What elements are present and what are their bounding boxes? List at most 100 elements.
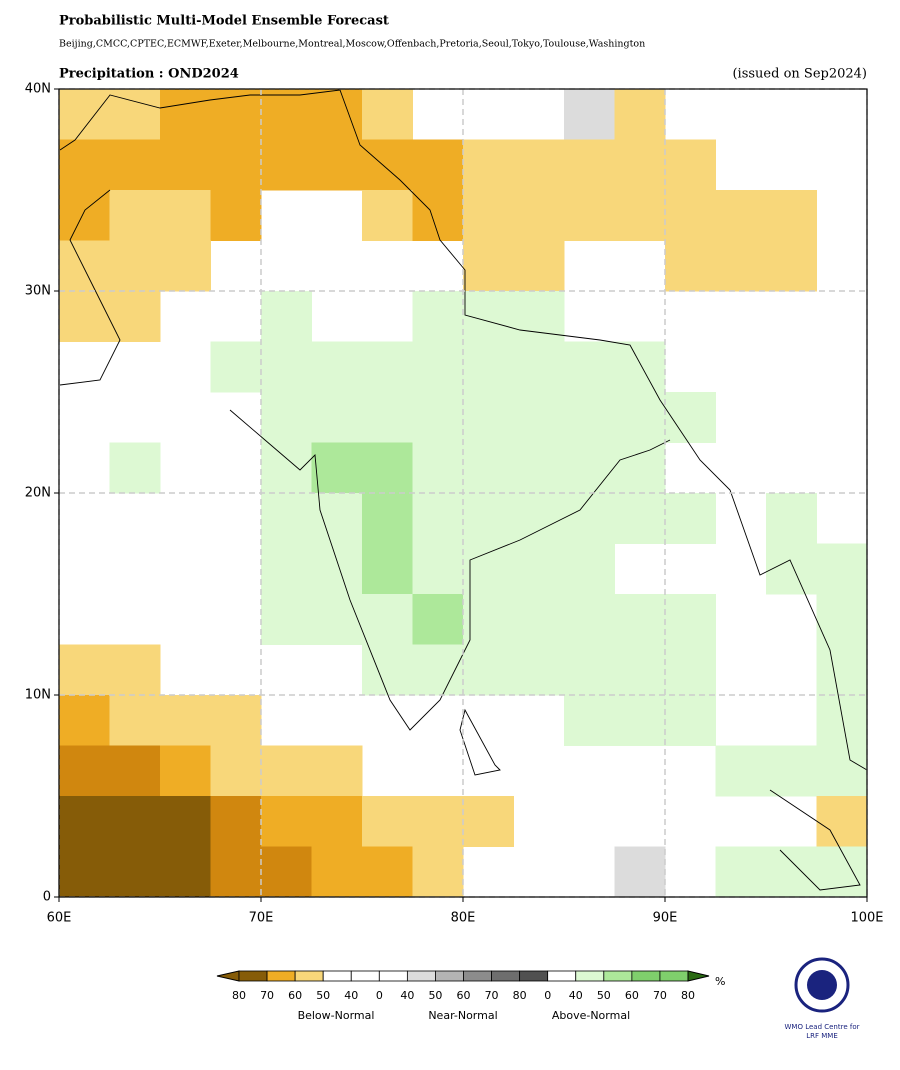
forecast-cell xyxy=(412,796,464,847)
forecast-cell xyxy=(109,796,161,847)
forecast-cell xyxy=(261,745,312,797)
forecast-cell xyxy=(59,291,110,342)
forecast-cell xyxy=(160,695,211,746)
forecast-cell xyxy=(513,291,565,342)
colorbar-label: 70 xyxy=(485,989,499,1002)
forecast-cell xyxy=(614,341,666,393)
forecast-cell xyxy=(109,240,161,292)
colorbar-label: 60 xyxy=(288,989,302,1002)
forecast-cell xyxy=(59,89,110,140)
forecast-cell xyxy=(261,291,312,342)
lat-label: 20N xyxy=(25,486,51,501)
colorbar-label: 50 xyxy=(316,989,330,1002)
forecast-cell xyxy=(311,139,363,191)
forecast-cell xyxy=(412,341,464,393)
forecast-cell xyxy=(160,796,211,847)
lat-label: 40N xyxy=(25,82,51,97)
forecast-cell xyxy=(59,695,110,746)
forecast-cell xyxy=(311,796,363,847)
lon-label: 70E xyxy=(249,911,274,926)
forecast-cell xyxy=(614,644,666,696)
colorbar-box xyxy=(603,970,633,982)
forecast-cell xyxy=(311,89,363,140)
forecast-cell xyxy=(109,695,161,746)
colorbar-box xyxy=(406,970,436,982)
forecast-cell xyxy=(59,190,110,241)
forecast-cell xyxy=(311,594,363,645)
forecast-cell xyxy=(715,240,767,292)
forecast-cell xyxy=(614,392,666,443)
forecast-cell xyxy=(816,644,868,696)
forecast-cell xyxy=(362,846,413,898)
forecast-cell xyxy=(210,695,262,746)
colorbar-box xyxy=(238,970,268,982)
colorbar-label: 40 xyxy=(344,989,358,1002)
forecast-cell xyxy=(59,139,110,191)
variable: Precipitation : OND2024 xyxy=(59,67,239,82)
forecast-cell xyxy=(513,341,565,393)
forecast-cell xyxy=(766,190,817,241)
forecast-cell xyxy=(261,543,312,595)
forecast-cell xyxy=(766,745,817,797)
forecast-cell xyxy=(210,139,262,191)
forecast-cell xyxy=(261,341,312,393)
colorbar-box xyxy=(463,970,492,982)
forecast-cell xyxy=(362,392,413,443)
forecast-cell xyxy=(564,493,615,544)
forecast-cell xyxy=(463,240,514,292)
forecast-cell xyxy=(614,846,666,898)
forecast-cell xyxy=(513,543,565,595)
forecast-cell xyxy=(160,190,211,241)
forecast-cell xyxy=(614,594,666,645)
forecast-cell xyxy=(463,543,514,595)
forecast-cell xyxy=(665,644,716,696)
forecast-cell xyxy=(160,89,211,140)
forecast-cell xyxy=(311,745,363,797)
forecast-cell xyxy=(362,644,413,696)
colorbar-box xyxy=(659,970,689,982)
forecast-cell xyxy=(564,139,615,191)
colorbar-box xyxy=(491,970,521,982)
forecast-cell xyxy=(261,89,312,140)
forecast-cell xyxy=(210,190,262,241)
colorbar-label: 80 xyxy=(681,989,695,1002)
colorbar-box xyxy=(519,970,549,982)
forecast-cell xyxy=(109,139,161,191)
forecast-cell xyxy=(412,644,464,696)
forecast-cell xyxy=(513,442,565,494)
forecast-cell xyxy=(614,139,666,191)
logo-globe xyxy=(807,970,837,1000)
forecast-cell xyxy=(412,190,464,241)
forecast-cell xyxy=(412,846,464,898)
forecast-cell xyxy=(513,594,565,645)
forecast-cell xyxy=(513,392,565,443)
colorbar-box xyxy=(350,970,380,982)
forecast-cell xyxy=(261,493,312,544)
forecast-cell xyxy=(513,240,565,292)
logo-ring xyxy=(794,957,850,1013)
forecast-cell xyxy=(463,442,514,494)
colorbar-box xyxy=(322,970,352,982)
forecast-cell xyxy=(210,846,262,898)
forecast-cell xyxy=(59,240,110,292)
forecast-cell xyxy=(261,442,312,494)
colorbar-label: 50 xyxy=(597,989,611,1002)
colorbar-box xyxy=(294,970,324,982)
forecast-cell xyxy=(412,493,464,544)
forecast-cell xyxy=(665,594,716,645)
colorbar-box xyxy=(631,970,661,982)
forecast-cell xyxy=(261,392,312,443)
forecast-cell xyxy=(463,190,514,241)
forecast-cell xyxy=(513,190,565,241)
wmo-logo: WMO Lead Centre for LRF MME xyxy=(785,957,860,1040)
colorbar-box xyxy=(575,970,605,982)
forecast-cell xyxy=(59,796,110,847)
lat-label: 0 xyxy=(43,890,51,905)
forecast-cell xyxy=(160,745,211,797)
forecast-cell xyxy=(311,392,363,443)
forecast-cell xyxy=(362,190,413,241)
forecast-cell xyxy=(816,796,868,847)
colorbar-label: 0 xyxy=(376,989,383,1002)
forecast-cell xyxy=(665,695,716,746)
forecast-cell xyxy=(564,594,615,645)
